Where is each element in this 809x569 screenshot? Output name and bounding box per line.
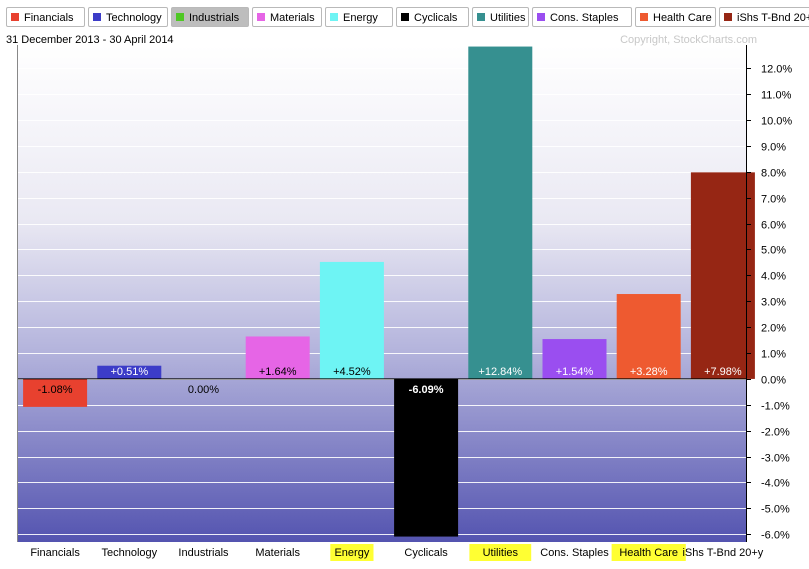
legend-swatch — [477, 13, 485, 22]
y-tick-label: 9.0% — [761, 142, 786, 154]
legend-item-financials[interactable]: Financials — [6, 7, 85, 27]
value-label: -1.08% — [38, 384, 73, 396]
y-tick-label: -5.0% — [761, 504, 790, 516]
y-tick-label: -3.0% — [761, 453, 790, 465]
x-tick-label: Energy — [334, 547, 369, 559]
value-label: +4.52% — [333, 366, 371, 378]
legend-swatch — [640, 13, 648, 22]
legend-label: iShs T-Bnd 20+y — [737, 12, 809, 24]
x-tick-label: Industrials — [178, 547, 229, 559]
y-tick-label: 5.0% — [761, 245, 786, 257]
legend-item-cyclicals[interactable]: Cyclicals — [396, 7, 469, 27]
legend-swatch — [176, 13, 184, 22]
bar-financials[interactable] — [23, 378, 88, 407]
y-tick-label: 2.0% — [761, 323, 786, 335]
bar-cyclicals[interactable] — [394, 378, 459, 537]
legend-label: Health Care — [653, 12, 712, 24]
legend-item-ishs-t-bnd-20-y[interactable]: iShs T-Bnd 20+y — [719, 7, 809, 27]
legend-label: Cyclicals — [414, 12, 458, 24]
legend-item-materials[interactable]: Materials — [252, 7, 322, 27]
bar-ishs-t-bnd-20-y[interactable] — [690, 172, 755, 379]
legend-label: Financials — [24, 12, 74, 24]
legend-item-industrials[interactable]: Industrials — [171, 7, 249, 27]
y-tick-label: -6.0% — [761, 530, 790, 542]
legend-swatch — [724, 13, 732, 22]
x-label-highlight — [611, 544, 686, 561]
value-label: +1.64% — [259, 366, 297, 378]
bar-energy[interactable] — [319, 261, 384, 379]
legend-swatch — [330, 13, 338, 22]
y-tick-label: 0.0% — [761, 375, 786, 387]
legend-swatch — [93, 13, 101, 22]
legend-swatch — [401, 13, 409, 22]
bar-technology[interactable] — [97, 365, 162, 379]
x-tick-label: Utilities — [483, 547, 519, 559]
y-axis-ticks: 12.0% 11.0% 10.0% 9.0% 8.0% 7.0% 6.0% 5.0% 4.0% 3… — [746, 64, 792, 542]
x-label-highlight — [469, 544, 532, 561]
x-tick-label: Cons. Staples — [540, 547, 609, 559]
legend-swatch — [537, 13, 545, 22]
value-label: +0.51% — [110, 366, 148, 378]
legend-item-cons-staples[interactable]: Cons. Staples — [532, 7, 632, 27]
bar-health-care[interactable] — [616, 294, 681, 379]
legend-item-utilities[interactable]: Utilities — [472, 7, 529, 27]
y-tick-label: 1.0% — [761, 349, 786, 361]
y-tick-label: -1.0% — [761, 401, 790, 413]
legend-label: Materials — [270, 12, 315, 24]
value-label: -6.09% — [409, 384, 444, 396]
bar-materials[interactable] — [245, 336, 310, 379]
x-tick-label: Financials — [30, 547, 80, 559]
value-label: 0.00% — [188, 384, 219, 396]
legend-label: Utilities — [490, 12, 526, 24]
y-tick-label: -2.0% — [761, 427, 790, 439]
y-tick-label: 7.0% — [761, 194, 786, 206]
y-tick-label: 10.0% — [761, 116, 792, 128]
legend-label: Cons. Staples — [550, 12, 619, 24]
y-tick-label: 11.0% — [761, 90, 792, 102]
x-tick-label: Materials — [255, 547, 300, 559]
legend-label: Industrials — [189, 12, 240, 24]
legend-item-energy[interactable]: Energy — [325, 7, 393, 27]
x-tick-label: Health Care — [619, 547, 678, 559]
x-label-highlight — [330, 544, 374, 561]
legend-item-health-care[interactable]: Health Care — [635, 7, 716, 27]
x-tick-label: Cyclicals — [404, 547, 448, 559]
x-tick-label: Technology — [101, 547, 157, 559]
value-label: +12.84% — [478, 366, 522, 378]
value-label: +3.28% — [630, 366, 668, 378]
y-tick-label: 12.0% — [761, 64, 792, 76]
value-label: +7.98% — [704, 366, 742, 378]
value-labels: -1.08% +0.51% 0.00% +1.64% +4.52% -6.09% +12.8… — [38, 366, 742, 396]
legend-swatch — [11, 13, 19, 22]
y-tick-label: 4.0% — [761, 271, 786, 283]
y-tick-label: 3.0% — [761, 297, 786, 309]
bars — [23, 46, 755, 537]
copyright-text: Copyright, StockCharts.com — [620, 34, 757, 46]
bar-utilities[interactable] — [468, 46, 533, 379]
date-range: 31 December 2013 - 30 April 2014 — [6, 34, 174, 46]
legend-item-technology[interactable]: Technology — [88, 7, 168, 27]
legend-label: Energy — [343, 12, 378, 24]
value-label: +1.54% — [556, 366, 594, 378]
legend-label: Technology — [106, 12, 162, 24]
y-tick-label: -4.0% — [761, 478, 790, 490]
legend-swatch — [257, 13, 265, 22]
y-tick-label: 6.0% — [761, 220, 786, 232]
x-tick-label: iShs T-Bnd 20+y — [682, 547, 763, 559]
bar-cons-staples[interactable] — [542, 339, 607, 379]
x-axis-labels: Financials Technology Industrials Materials… — [30, 544, 764, 561]
y-tick-label: 8.0% — [761, 168, 786, 180]
